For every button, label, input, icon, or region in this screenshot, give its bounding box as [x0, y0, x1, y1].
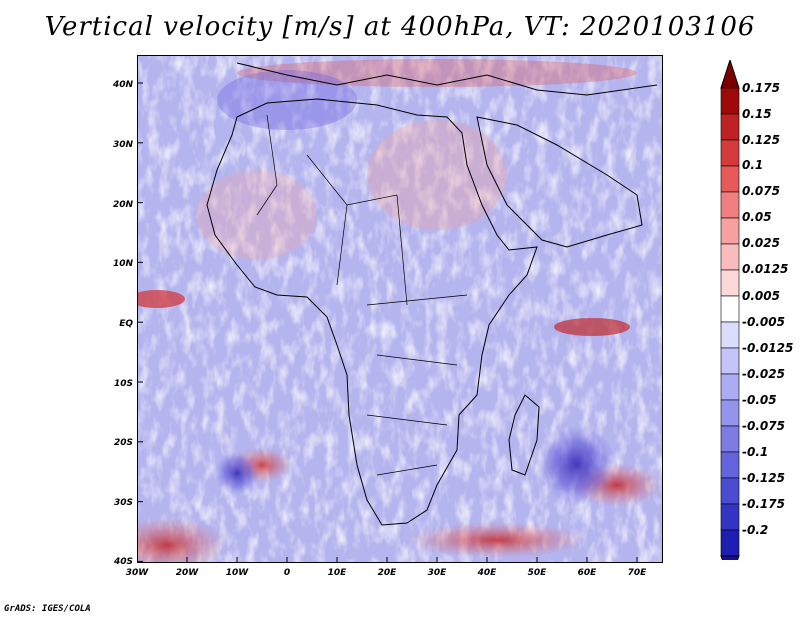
colorbar-label: 0.175 — [742, 81, 780, 95]
lon-label: 60E — [577, 568, 597, 578]
lat-label: 40N — [112, 80, 133, 90]
colorbar-cell — [720, 529, 740, 557]
colorbar-cell — [720, 321, 740, 349]
chart-title: Vertical velocity [m/s] at 400hPa, VT: 2… — [44, 12, 756, 42]
colorbar-cell — [720, 191, 740, 219]
africa-coastline — [206, 98, 538, 526]
colorbar-cell — [720, 347, 740, 375]
colorbar-label: -0.005 — [742, 315, 785, 329]
lat-label: 40S — [113, 557, 133, 567]
upward-motion-patch — [554, 318, 630, 336]
lon-label: 20W — [175, 568, 199, 578]
colorbar-label: -0.1 — [742, 445, 769, 459]
colorbar-cell — [720, 165, 740, 193]
colorbar-label: -0.175 — [742, 497, 785, 511]
lon-label: 30E — [427, 568, 447, 578]
credit-text: GrADS: IGES/COLA — [4, 604, 91, 614]
colorbar-label: 0.125 — [742, 133, 780, 147]
colorbar-cell — [720, 399, 740, 427]
colorbar-cell — [720, 217, 740, 245]
colorbar-label: -0.125 — [742, 471, 785, 485]
downward-motion-patch — [217, 70, 357, 130]
lat-label: 10N — [112, 259, 133, 269]
upward-motion-patch — [137, 517, 227, 563]
lat-label: 20S — [113, 438, 133, 448]
colorbar-cell — [720, 113, 740, 141]
colorbar-label: 0.05 — [742, 210, 772, 224]
upward-motion-patch — [237, 59, 637, 87]
colorbar-cell — [720, 503, 740, 531]
lon-label: 40E — [477, 568, 497, 578]
arabia-coastline — [476, 116, 643, 248]
lon-label: 20E — [377, 568, 397, 578]
colorbar-label: -0.025 — [742, 367, 785, 381]
border-lines — [256, 114, 468, 476]
lon-label: 0 — [283, 568, 291, 578]
lon-label: 10E — [327, 568, 347, 578]
colorbar-cell — [720, 295, 740, 323]
lat-label: 10S — [113, 379, 133, 389]
colorbar-top-arrow — [720, 60, 740, 89]
madagascar-coastline — [508, 394, 540, 476]
coastlines — [206, 62, 658, 526]
lon-label: 30W — [125, 568, 149, 578]
downward-motion-vortex — [215, 451, 259, 495]
lon-label: 10W — [225, 568, 249, 578]
colorbar-cell — [720, 373, 740, 401]
colorbar-cell — [720, 477, 740, 505]
colorbar-cell — [720, 451, 740, 479]
colorbar-label: 0.0125 — [742, 262, 789, 276]
upward-motion-patch — [407, 522, 587, 558]
colorbar-label: 0.15 — [742, 107, 772, 121]
lon-label: 50E — [527, 568, 547, 578]
lat-label: EQ — [119, 319, 133, 329]
colorbar-bottom-arrow — [720, 555, 740, 560]
colorbar-cell — [720, 243, 740, 271]
colorbar-label: 0.075 — [742, 184, 780, 198]
map-panel — [137, 55, 663, 563]
map-frame — [137, 55, 663, 563]
colorbar-label: -0.2 — [742, 523, 769, 537]
colorbar-label: 0.025 — [742, 236, 780, 250]
upward-motion-patch — [137, 290, 185, 308]
colorbar-cell — [720, 87, 740, 115]
lat-label: 30S — [113, 498, 133, 508]
colorbar-label: 0.005 — [742, 289, 780, 303]
colorbar-label: -0.0125 — [742, 341, 794, 355]
colorbar-cell — [720, 425, 740, 453]
lat-label: 20N — [112, 200, 133, 210]
colorbar-label: -0.075 — [742, 419, 785, 433]
downward-motion-vortex — [537, 425, 617, 505]
upward-motion-patch — [367, 120, 507, 230]
europe-coastline — [236, 62, 658, 96]
colorbar-label: 0.1 — [742, 158, 764, 172]
colorbar-cell — [720, 269, 740, 297]
lat-label: 30N — [112, 140, 133, 150]
colorbar — [720, 60, 740, 560]
colorbar-label: -0.05 — [742, 393, 777, 407]
lon-label: 70E — [627, 568, 647, 578]
colorbar-cell — [720, 139, 740, 167]
